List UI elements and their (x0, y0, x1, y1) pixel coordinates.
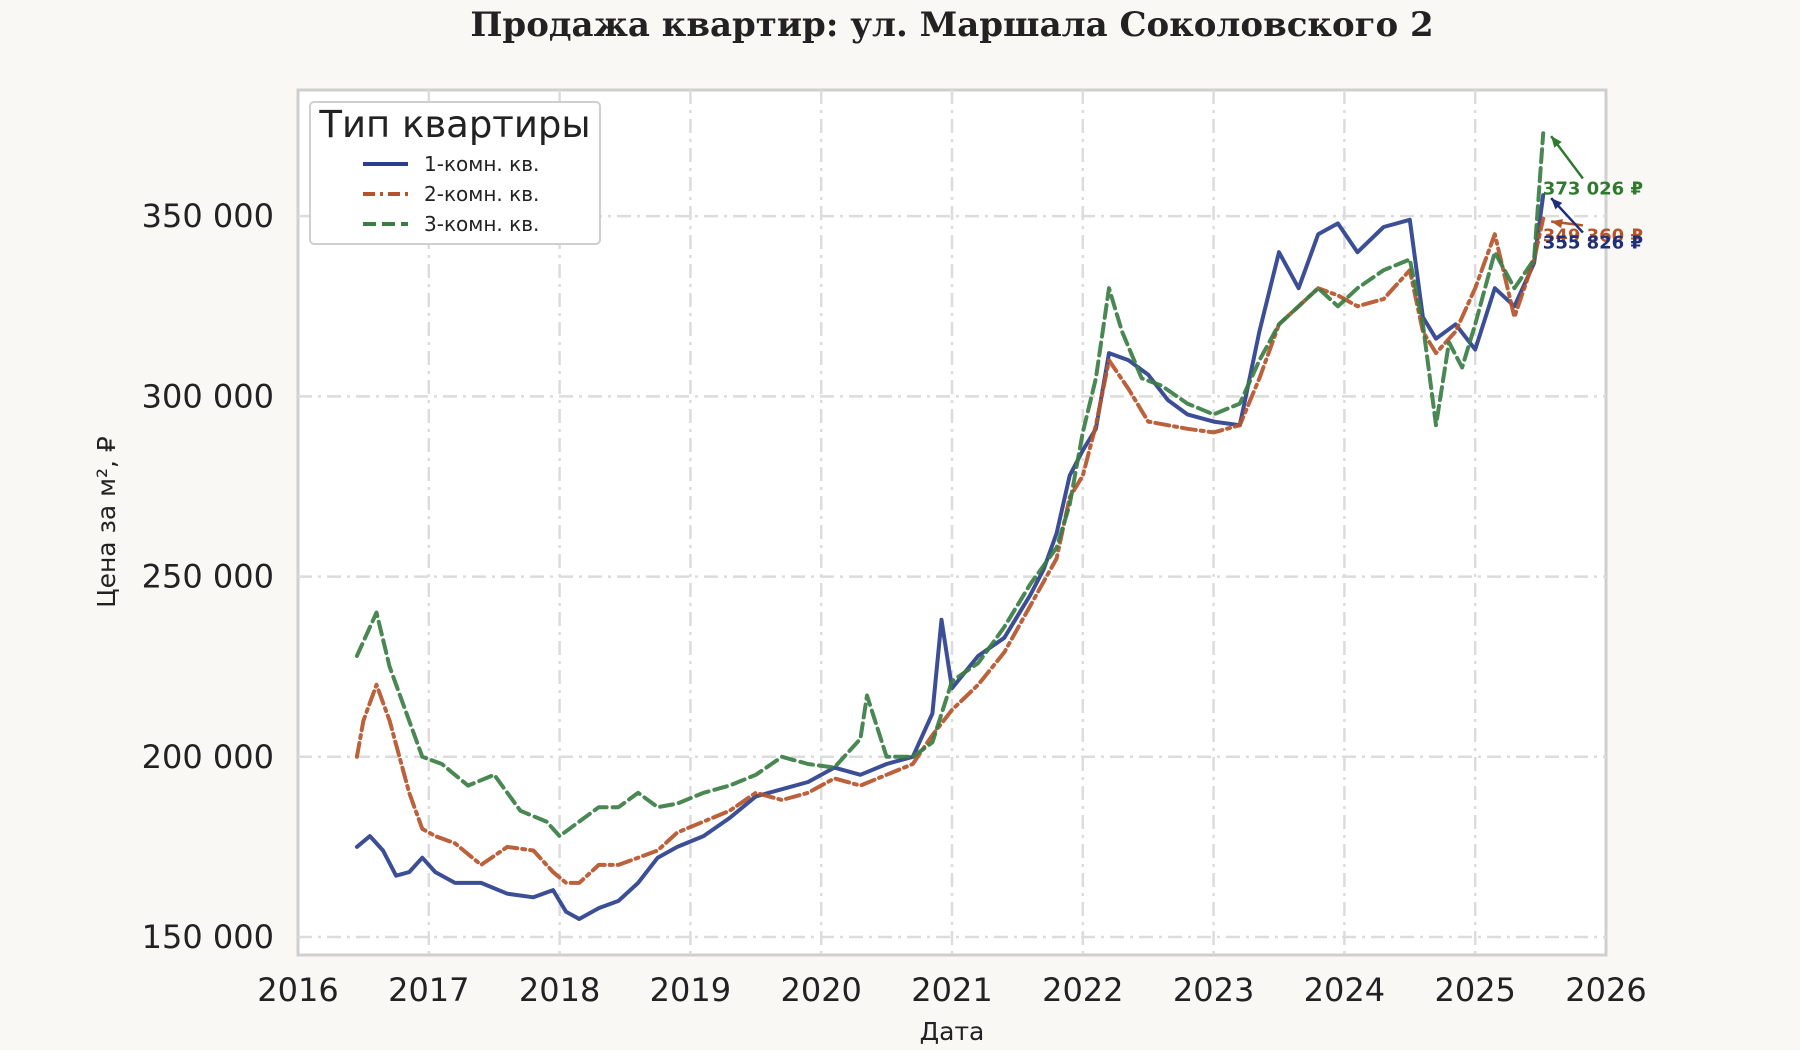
annotation-arrowhead-1 (1551, 136, 1562, 148)
x-tick-label: 2024 (1304, 971, 1385, 1009)
legend-label-3: 3-комн. кв. (424, 212, 539, 236)
legend-label-1: 1-комн. кв. (424, 152, 539, 176)
x-tick-label: 2017 (388, 971, 469, 1009)
x-tick-label: 2020 (780, 971, 861, 1009)
annotation-arrowhead-3 (1551, 198, 1563, 210)
y-tick-label: 250 000 (142, 558, 274, 596)
series-lines (354, 131, 1546, 921)
x-axis-label: Дата (920, 1017, 985, 1046)
legend-title: Тип квартиры (318, 103, 590, 146)
annotation-arrowhead-2 (1551, 219, 1563, 229)
legend: Тип квартиры 1-комн. кв. 2-комн. кв. 3-ком… (309, 101, 601, 245)
y-tick-label: 350 000 (142, 197, 274, 235)
y-axis-label: Цена за м², ₽ (92, 436, 121, 608)
series-line-3 (354, 131, 1546, 839)
x-tick-label: 2026 (1565, 971, 1646, 1009)
annotation-label-2: 349 360 ₽ (1543, 225, 1643, 246)
annotation-label-3: 355 826 ₽ (1543, 233, 1643, 254)
x-tick-label: 2018 (519, 971, 600, 1009)
y-tick-label: 300 000 (142, 377, 274, 415)
annotations: 373 026 ₽ 349 360 ₽355 826 ₽ (1543, 135, 1643, 254)
x-tick-label: 2019 (650, 971, 731, 1009)
x-tick-label: 2021 (911, 971, 992, 1009)
y-tick-label: 200 000 (142, 738, 274, 776)
legend-label-2: 2-комн. кв. (424, 182, 539, 206)
y-axis-ticks: 150 000 200 000 250 000 300 000 350 000 (142, 197, 274, 956)
x-tick-label: 2016 (257, 971, 338, 1009)
y-tick-label: 150 000 (142, 918, 274, 956)
annotation-label-1: 373 026 ₽ (1543, 179, 1643, 200)
legend-box (309, 101, 601, 245)
chart-title: Продажа квартир: ул. Маршала Соколовског… (470, 5, 1433, 45)
x-tick-label: 2022 (1042, 971, 1123, 1009)
x-axis-ticks: 2016 2017 2018 2019 2020 2021 2022 2023 2024 2025… (257, 971, 1646, 1009)
x-tick-label: 2023 (1173, 971, 1254, 1009)
x-tick-label: 2025 (1434, 971, 1515, 1009)
series-line-2 (354, 216, 1546, 885)
